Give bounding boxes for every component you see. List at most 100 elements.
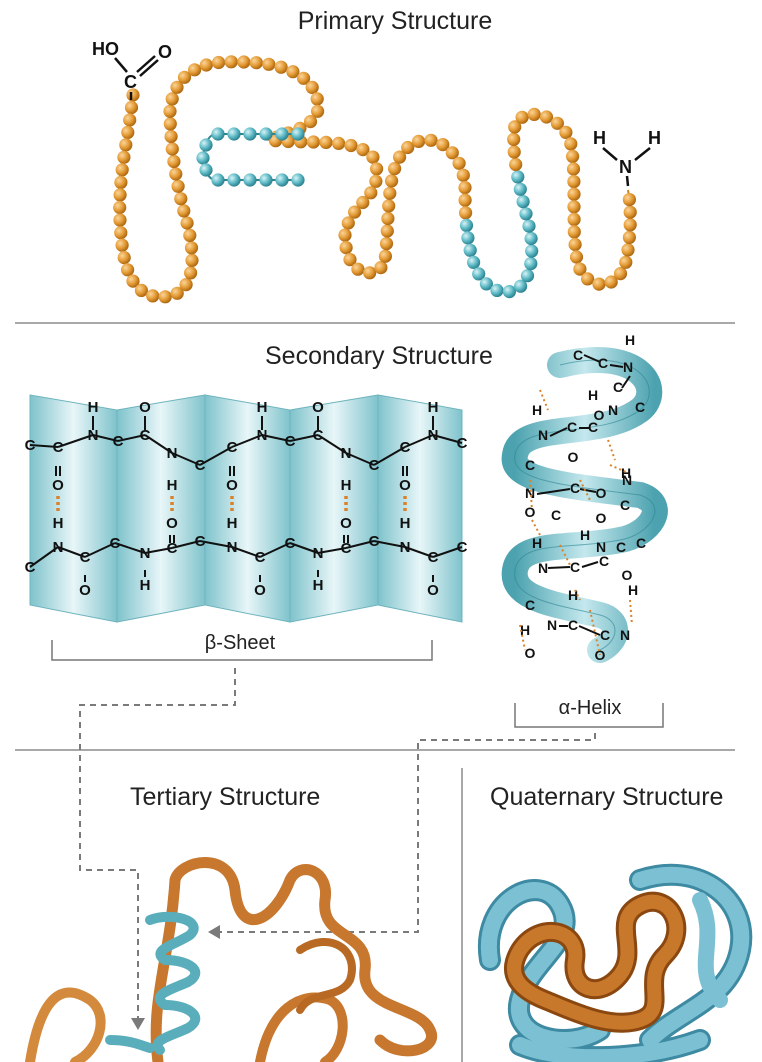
hydroxyl-atom: HO xyxy=(92,39,119,59)
carbon-atom: C xyxy=(570,559,580,575)
amino-acid-bead xyxy=(456,168,470,182)
amino-acid-bead xyxy=(237,55,251,69)
carbon-atom: C xyxy=(113,433,124,450)
amino-acid-bead xyxy=(305,80,319,94)
amino-acid-bead xyxy=(306,135,320,149)
nitrogen-atom: N xyxy=(428,427,439,444)
amino-acid-bead xyxy=(374,261,388,275)
hydrogen-bond xyxy=(539,389,549,411)
oxygen-atom: O xyxy=(525,504,536,520)
amino-acid-bead xyxy=(401,140,415,155)
amino-acid-bead xyxy=(117,150,131,164)
beta-sheet-label: β-Sheet xyxy=(204,632,276,654)
oxygen-atom: O xyxy=(596,510,607,526)
hydrogen-bond xyxy=(519,624,526,651)
amino-acid-bead xyxy=(370,162,384,176)
amino-acid-bead xyxy=(520,269,535,283)
covalent-bond xyxy=(259,542,291,558)
carbon-atom: C xyxy=(570,480,580,496)
tertiary-ribbon xyxy=(25,857,437,1062)
amino-acid-bead xyxy=(123,113,137,127)
amino-acid-bead xyxy=(165,142,179,156)
amino-acid-bead xyxy=(619,255,633,269)
amino-acid-bead xyxy=(291,173,305,187)
arrow-head xyxy=(131,1018,145,1030)
amino-acid-bead xyxy=(184,266,198,280)
amino-acid-bead xyxy=(613,267,628,281)
covalent-bond xyxy=(536,488,571,495)
nitrogen-atom: N xyxy=(620,627,630,643)
carbon-atom: C xyxy=(551,507,561,523)
amino-acid-bead xyxy=(121,263,135,277)
carbon-atom: C xyxy=(110,535,121,552)
amino-acid-bead xyxy=(436,138,450,152)
primary-structure-title: Primary Structure xyxy=(297,7,493,35)
covalent-bond xyxy=(404,546,434,558)
oxygen-atom: O xyxy=(594,407,605,423)
oxygen-atom: O xyxy=(226,477,238,494)
covalent-bond xyxy=(549,427,568,437)
amino-acid-bead xyxy=(199,138,213,152)
hydrogen-atom: H xyxy=(88,399,99,416)
amino-acid-bead xyxy=(519,207,533,221)
amino-acid-bead xyxy=(113,188,127,202)
amino-acid-bead xyxy=(380,224,394,238)
hydrogen-atom: H xyxy=(227,515,238,532)
amino-acid-beads xyxy=(113,55,637,304)
sheet-panel xyxy=(289,394,379,623)
amino-acid-bead xyxy=(185,253,199,267)
helix-to-tertiary-connector xyxy=(218,733,596,933)
amino-acid-bead xyxy=(507,145,521,159)
sheet-to-tertiary-connector xyxy=(79,668,236,1020)
covalent-bond xyxy=(317,547,347,554)
nitrogen-atom: N xyxy=(547,617,557,633)
oxygen-atom: O xyxy=(525,645,536,661)
amino-acid-bead xyxy=(458,193,472,207)
amino-acid-bead xyxy=(183,228,197,242)
amino-acid-bead xyxy=(514,279,528,293)
covalent-bond xyxy=(432,434,463,444)
carbon-atom: C xyxy=(620,497,630,513)
amino-acid-bead xyxy=(124,100,139,115)
hydrogen-atom: H xyxy=(428,399,439,416)
amino-acid-bead xyxy=(467,255,481,269)
amino-acid-bead xyxy=(177,204,191,218)
hydrogen-bond xyxy=(559,544,571,566)
amino-acid-bead xyxy=(472,267,486,281)
amino-acid-bead xyxy=(114,175,128,189)
amino-acid-bead xyxy=(566,162,581,176)
amino-acid-bead xyxy=(259,127,273,141)
hydrogen-atom: H xyxy=(520,622,530,638)
amino-acid-bead xyxy=(567,225,581,239)
hydrogen-atom: H xyxy=(580,527,590,543)
amino-acid-bead xyxy=(259,173,273,187)
amino-acid-bead xyxy=(297,71,311,85)
nitrogen-atom: N xyxy=(53,539,64,556)
hydrogen-atom: H xyxy=(588,387,598,403)
amino-acid-bead xyxy=(559,125,573,139)
carbon-atom: C xyxy=(369,457,380,474)
carbon-atom: C xyxy=(167,540,178,557)
nitrogen-atom: N xyxy=(623,359,633,375)
amino-acid-bead xyxy=(459,206,473,220)
amino-acid-bead xyxy=(146,289,160,303)
covalent-bond xyxy=(581,561,599,568)
oxygen-atom: O xyxy=(340,515,352,532)
amino-acid-bead xyxy=(592,277,606,291)
covalent-bond xyxy=(84,542,116,558)
carbon-atom: C xyxy=(588,419,598,435)
amino-acid-bead xyxy=(445,146,459,160)
oxygen-atom: O xyxy=(595,647,606,663)
amino-acid-bead xyxy=(339,241,353,255)
amino-acid-bead xyxy=(243,127,257,141)
oxygen-atom: O xyxy=(399,477,411,494)
carbon-atom: C xyxy=(598,355,608,371)
amino-acid-bead xyxy=(379,237,394,251)
amino-acid-bead xyxy=(356,143,370,157)
oxygen-atom: O xyxy=(427,582,439,599)
amino-acid-bead xyxy=(291,127,305,141)
hydrogen-atom: H xyxy=(625,332,635,348)
carbon-atom: C xyxy=(313,427,324,444)
